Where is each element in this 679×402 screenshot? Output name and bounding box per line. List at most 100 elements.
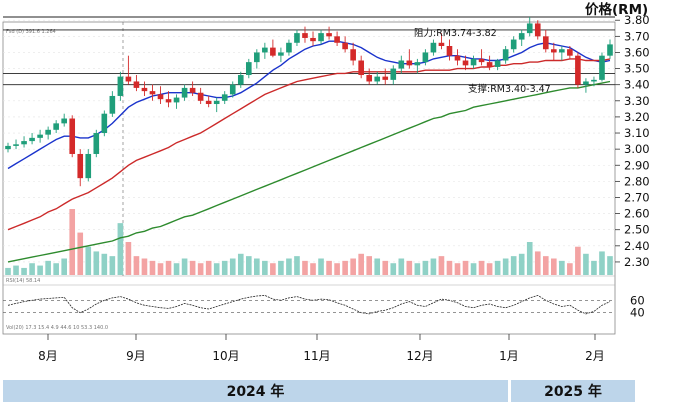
price-tick-label: 2.60 xyxy=(624,207,650,221)
rsi-tick-label: 40 xyxy=(630,306,645,320)
candle xyxy=(93,129,100,158)
candle xyxy=(37,129,43,143)
volume-bar xyxy=(270,263,276,275)
volume-bar xyxy=(13,265,19,275)
candle xyxy=(446,39,453,61)
month-tick-label: 10月 xyxy=(212,349,239,363)
candle xyxy=(326,26,332,40)
rsi-panel xyxy=(3,294,615,315)
price-tick-label: 2.70 xyxy=(624,190,650,204)
candle xyxy=(575,52,581,88)
candle xyxy=(454,49,461,66)
volume-bar xyxy=(213,263,220,275)
volume-bar xyxy=(93,251,100,275)
candle xyxy=(591,76,597,87)
candle xyxy=(510,36,517,53)
candle xyxy=(422,49,429,66)
candle xyxy=(53,120,59,134)
price-tick-label: 3.30 xyxy=(624,94,650,108)
candle xyxy=(262,42,268,59)
candle xyxy=(534,20,541,40)
volume-bar xyxy=(262,260,268,275)
candle xyxy=(77,149,84,187)
candle xyxy=(149,84,156,101)
price-mini-legend: Fsd (D) 391.6 1.264 xyxy=(6,29,56,35)
price-tick-label: 3.70 xyxy=(624,29,650,43)
candle xyxy=(221,91,228,105)
candle xyxy=(414,58,421,74)
candle xyxy=(141,81,148,96)
volume-bar xyxy=(181,258,188,275)
candle xyxy=(270,39,276,58)
volume-bar xyxy=(37,265,43,275)
candle xyxy=(45,126,51,140)
candle xyxy=(551,42,557,61)
price-tick-label: 2.50 xyxy=(624,223,650,237)
volume-bar xyxy=(237,253,244,275)
candle xyxy=(607,39,613,59)
candle xyxy=(350,42,356,66)
candle xyxy=(205,95,212,108)
volume-bar xyxy=(342,260,348,275)
candle xyxy=(13,139,19,150)
volume-bar xyxy=(414,263,421,275)
volume-bar xyxy=(69,209,76,275)
price-tick-label: 2.40 xyxy=(624,239,650,253)
candle xyxy=(366,68,373,85)
month-tick-label: 2月 xyxy=(585,349,605,363)
volume-bar xyxy=(567,263,573,275)
candle xyxy=(157,86,164,105)
volume-bar xyxy=(366,256,373,275)
volume-bar xyxy=(53,263,59,275)
candle xyxy=(342,36,348,53)
volume-bar xyxy=(518,253,525,275)
candle xyxy=(398,55,405,74)
volume-bar xyxy=(551,258,557,275)
volume-bar xyxy=(583,253,589,275)
candle xyxy=(117,71,124,101)
volume-bars xyxy=(5,209,613,275)
volume-bar xyxy=(5,267,11,275)
volume-bar xyxy=(575,246,581,275)
volume-bar xyxy=(510,256,517,275)
volume-bar xyxy=(318,258,324,275)
rsi-mini-legend: RSI(14) 58.14 xyxy=(6,278,40,284)
candle xyxy=(165,91,172,108)
candle xyxy=(69,115,76,158)
price-tick-label: 2.90 xyxy=(624,158,650,172)
volume-bar xyxy=(157,263,164,275)
volume-bar xyxy=(173,263,180,275)
volume-bar xyxy=(229,258,236,275)
volume-bar xyxy=(542,256,549,275)
volume-bar xyxy=(454,263,461,275)
moving-average-line xyxy=(7,40,611,170)
volume-bar xyxy=(21,267,27,275)
month-tick-label: 8月 xyxy=(38,349,58,363)
volume-bar xyxy=(278,260,284,275)
price-tick-label: 3.50 xyxy=(624,62,650,76)
volume-bar xyxy=(334,263,340,275)
volume-bar xyxy=(45,260,51,275)
volume-bar xyxy=(350,258,356,275)
candle xyxy=(173,94,180,109)
month-tick-label: 9月 xyxy=(126,349,146,363)
volume-bar xyxy=(125,242,132,275)
volume-bar xyxy=(470,263,477,275)
volume-bar xyxy=(390,263,397,275)
candle xyxy=(310,31,316,47)
candle xyxy=(21,136,27,148)
volume-bar xyxy=(494,260,501,275)
price-tick-label: 3.00 xyxy=(624,142,650,156)
year-2025-label: 2025 年 xyxy=(544,384,602,400)
volume-bar xyxy=(502,258,509,275)
volume-bar xyxy=(245,256,252,275)
candle xyxy=(502,46,509,64)
candle xyxy=(430,39,437,56)
volume-bar xyxy=(406,260,413,275)
candle xyxy=(294,29,300,47)
candle xyxy=(229,81,236,98)
volume-bar xyxy=(534,251,541,275)
candle xyxy=(462,55,469,71)
volume-bar xyxy=(326,260,332,275)
volume-bar xyxy=(109,256,116,275)
